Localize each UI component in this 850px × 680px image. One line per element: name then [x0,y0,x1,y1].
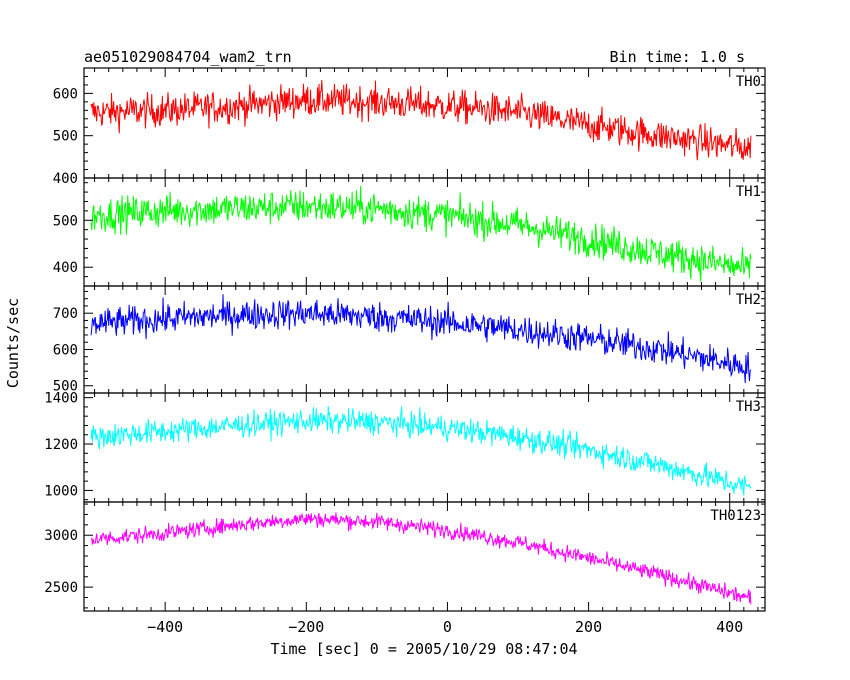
panel-th0123: 2500 3000 TH0123 [44,501,766,612]
y-tick-label: 400 [53,171,78,187]
panels-group: 400 500 600 TH0 400 500 TH1 500 600 700 TH2 1000 120… [44,67,766,612]
y-tick-label: 2500 [44,580,78,596]
panel-label-th2: TH2 [736,292,761,308]
y-tick-label: 600 [53,342,78,358]
y-axis-label: Counts/sec [4,298,22,388]
y-tick-label: 400 [53,260,78,276]
x-tick-label: 0 [443,618,452,636]
x-tick-label: 200 [575,618,602,636]
y-tick-label: 3000 [44,528,78,544]
x-tick-label: −200 [288,618,324,636]
panel-label-th3: TH3 [736,399,761,415]
y-tick-label: 1400 [44,391,78,407]
x-tick-label: 400 [716,618,743,636]
panel-th1: 400 500 TH1 [53,177,766,287]
panel-frame [83,177,766,287]
y-tick-label: 1200 [44,437,78,453]
panel-th2: 500 600 700 TH2 [53,285,766,395]
series-line-th3 [90,405,752,496]
panel-frame [83,392,766,503]
panel-th3: 1000 1200 1400 TH3 [44,391,766,503]
series-line-th0 [90,79,752,161]
y-tick-label: 500 [53,379,78,395]
panel-label-th0: TH0 [736,74,761,90]
y-tick-label: 1000 [44,483,78,499]
y-tick-label: 500 [53,129,78,145]
series-line-th0123 [90,512,752,605]
y-tick-label: 600 [53,86,78,102]
x-tick-label: −400 [147,618,183,636]
panel-frame [83,67,766,179]
panel-frame [83,501,766,612]
chart-title: ae051029084704_wam2_trn [84,48,292,66]
series-line-th2 [90,294,752,384]
panel-label-th1: TH1 [736,184,761,200]
x-axis-label: Time [sec] 0 = 2005/10/29 08:47:04 [270,640,577,658]
panel-label-th0123: TH0123 [710,508,761,524]
y-tick-label: 700 [53,306,78,322]
bin-time-label: Bin time: 1.0 s [610,48,745,66]
panel-th0: 400 500 600 TH0 [53,67,766,187]
panel-frame [83,285,766,394]
x-axis: −400 −200 0 200 400 [147,618,743,636]
series-line-th1 [90,185,752,282]
y-tick-label: 500 [53,213,78,229]
